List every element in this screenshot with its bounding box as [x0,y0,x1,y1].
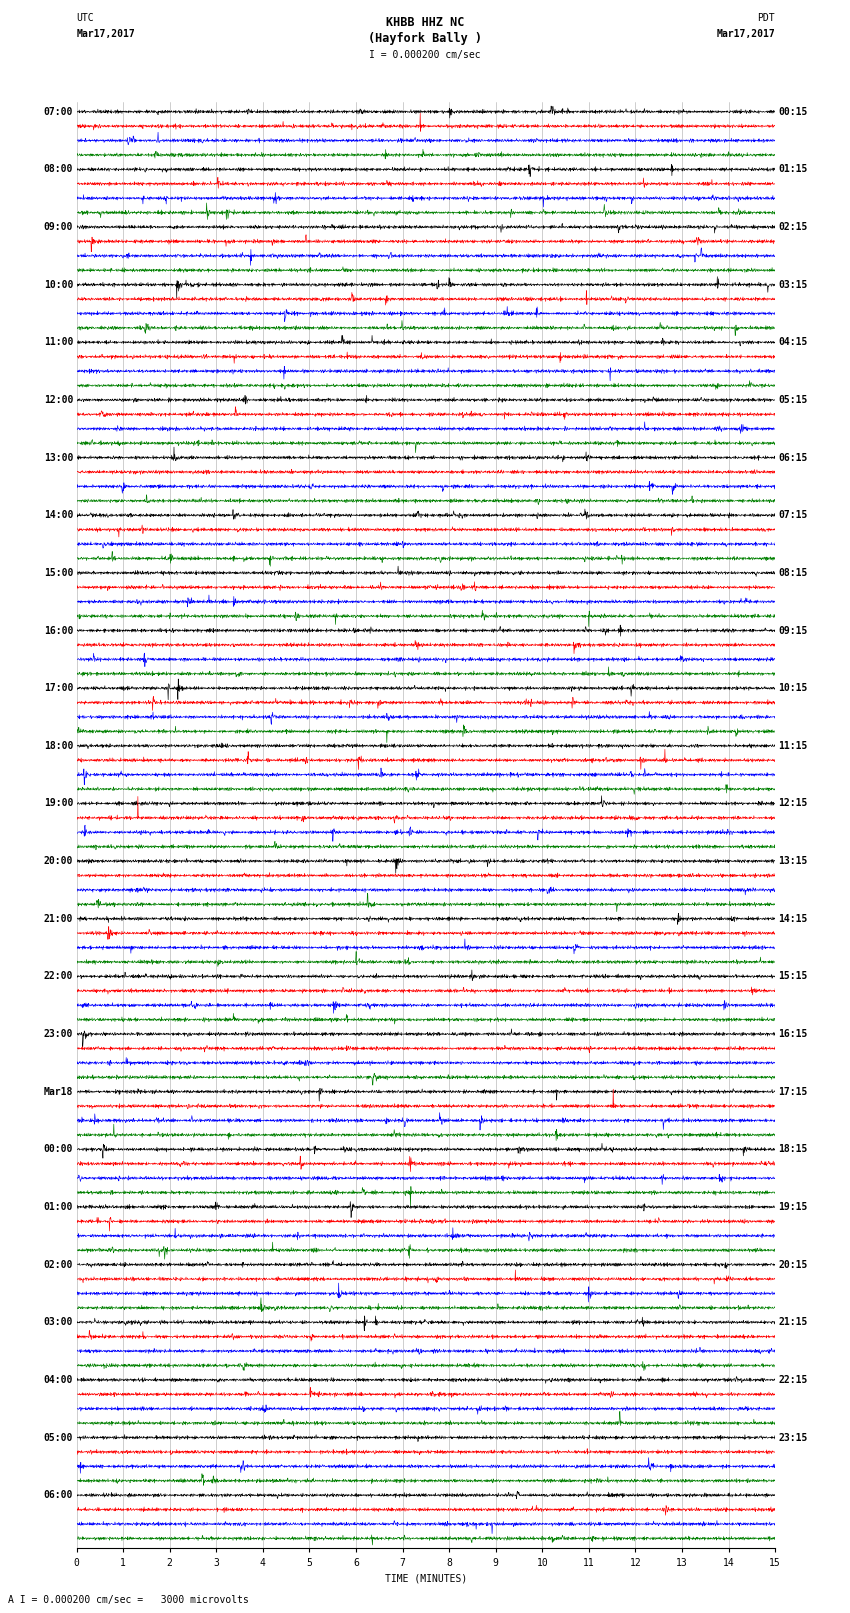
Text: 03:00: 03:00 [43,1318,73,1327]
Text: 08:00: 08:00 [43,165,73,174]
Text: 16:00: 16:00 [43,626,73,636]
Text: UTC: UTC [76,13,94,23]
Text: 05:00: 05:00 [43,1432,73,1442]
Text: 19:15: 19:15 [779,1202,808,1211]
Text: 21:00: 21:00 [43,913,73,924]
Text: I = 0.000200 cm/sec: I = 0.000200 cm/sec [369,50,481,60]
Text: 19:00: 19:00 [43,798,73,808]
Text: 23:15: 23:15 [779,1432,808,1442]
Text: 01:00: 01:00 [43,1202,73,1211]
Text: 23:00: 23:00 [43,1029,73,1039]
Text: Mar18: Mar18 [43,1087,73,1097]
Text: 02:00: 02:00 [43,1260,73,1269]
Text: PDT: PDT [757,13,775,23]
Text: (Hayfork Bally ): (Hayfork Bally ) [368,32,482,45]
Text: 13:00: 13:00 [43,453,73,463]
Text: 18:15: 18:15 [779,1144,808,1155]
Text: 00:15: 00:15 [779,106,808,116]
Text: 20:15: 20:15 [779,1260,808,1269]
Text: 12:00: 12:00 [43,395,73,405]
Text: 00:00: 00:00 [43,1144,73,1155]
Text: 10:00: 10:00 [43,279,73,290]
Text: 07:00: 07:00 [43,106,73,116]
Text: 07:15: 07:15 [779,510,808,521]
Text: 13:15: 13:15 [779,857,808,866]
Text: 05:15: 05:15 [779,395,808,405]
Text: 06:15: 06:15 [779,453,808,463]
Text: Mar17,2017: Mar17,2017 [717,29,775,39]
Text: Mar17,2017: Mar17,2017 [76,29,135,39]
Text: 22:15: 22:15 [779,1374,808,1386]
Text: 15:15: 15:15 [779,971,808,981]
Text: 10:15: 10:15 [779,684,808,694]
Text: 17:00: 17:00 [43,684,73,694]
Text: 14:00: 14:00 [43,510,73,521]
Text: 12:15: 12:15 [779,798,808,808]
Text: 01:15: 01:15 [779,165,808,174]
Text: 04:00: 04:00 [43,1374,73,1386]
Text: 18:00: 18:00 [43,740,73,750]
Text: A I = 0.000200 cm/sec =   3000 microvolts: A I = 0.000200 cm/sec = 3000 microvolts [8,1595,249,1605]
X-axis label: TIME (MINUTES): TIME (MINUTES) [385,1573,467,1582]
Text: 22:00: 22:00 [43,971,73,981]
Text: 16:15: 16:15 [779,1029,808,1039]
Text: 09:00: 09:00 [43,223,73,232]
Text: 08:15: 08:15 [779,568,808,577]
Text: 09:15: 09:15 [779,626,808,636]
Text: 15:00: 15:00 [43,568,73,577]
Text: 21:15: 21:15 [779,1318,808,1327]
Text: 17:15: 17:15 [779,1087,808,1097]
Text: 11:00: 11:00 [43,337,73,347]
Text: 03:15: 03:15 [779,279,808,290]
Text: 14:15: 14:15 [779,913,808,924]
Text: 11:15: 11:15 [779,740,808,750]
Text: 02:15: 02:15 [779,223,808,232]
Text: 20:00: 20:00 [43,857,73,866]
Text: KHBB HHZ NC: KHBB HHZ NC [386,16,464,29]
Text: 06:00: 06:00 [43,1490,73,1500]
Text: 04:15: 04:15 [779,337,808,347]
